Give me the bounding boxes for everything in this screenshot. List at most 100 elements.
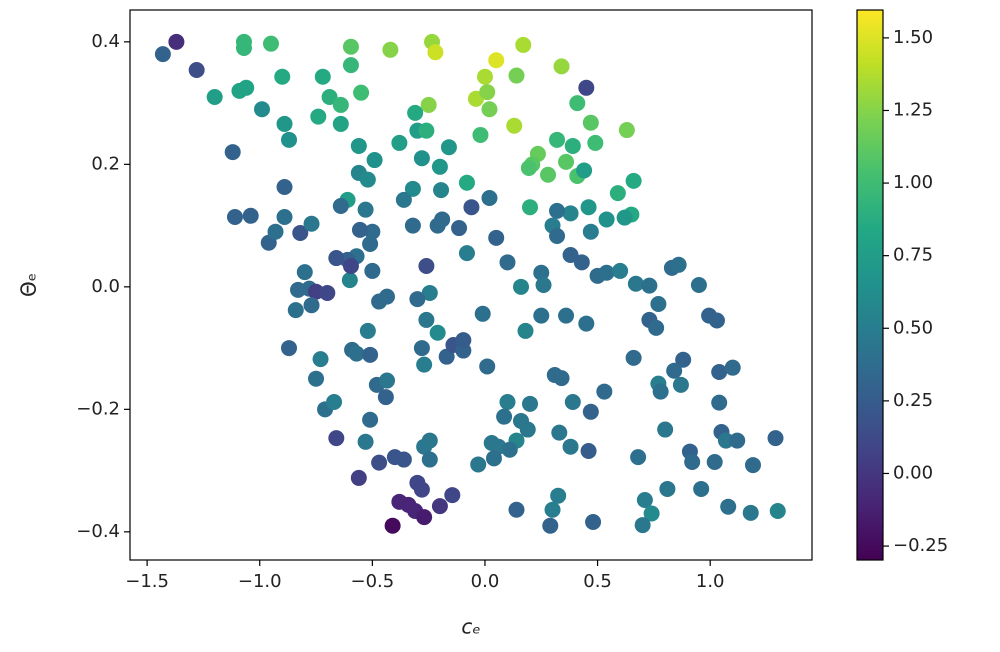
point: [332, 115, 349, 132]
point: [276, 209, 293, 226]
point: [636, 491, 653, 508]
point: [549, 202, 566, 219]
point: [444, 487, 461, 504]
point: [564, 137, 581, 154]
point: [440, 139, 457, 156]
point: [522, 199, 539, 216]
x-axis-label: cₑ: [461, 615, 480, 639]
point: [395, 451, 412, 468]
point: [488, 52, 505, 69]
point: [433, 182, 450, 199]
point: [582, 403, 599, 420]
point: [357, 201, 374, 218]
point: [693, 480, 710, 497]
y-tick-label: 0.2: [91, 153, 120, 174]
point: [562, 438, 579, 455]
point: [377, 389, 394, 406]
x-tick-label: 0.0: [471, 571, 500, 592]
point: [224, 144, 241, 161]
point: [578, 315, 595, 332]
point: [562, 205, 579, 222]
point: [421, 451, 438, 468]
point: [407, 104, 424, 121]
point: [342, 57, 359, 74]
point: [769, 503, 786, 520]
colorbar-tick-label: 1.25: [893, 99, 933, 120]
point: [226, 209, 243, 226]
point: [549, 131, 566, 148]
point: [416, 438, 433, 455]
point: [648, 319, 665, 336]
point: [569, 95, 586, 112]
point: [314, 68, 331, 85]
point: [391, 134, 408, 151]
point: [371, 454, 388, 471]
point: [580, 442, 597, 459]
colorbar: [856, 9, 884, 561]
point: [582, 223, 599, 240]
x-tick-label: 0.5: [583, 571, 612, 592]
point: [767, 430, 784, 447]
point: [585, 514, 602, 531]
point: [292, 224, 309, 241]
point: [429, 217, 446, 234]
point: [515, 36, 532, 53]
x-tick-label: −0.5: [350, 571, 394, 592]
point: [625, 349, 642, 366]
point: [427, 44, 444, 61]
point: [276, 179, 293, 196]
point: [724, 359, 741, 376]
point: [517, 322, 534, 339]
point: [409, 474, 426, 491]
point: [342, 258, 359, 275]
colorbar-tick-label: 0.00: [893, 462, 933, 483]
point: [675, 351, 692, 368]
point: [421, 284, 438, 301]
point: [627, 275, 644, 292]
point: [520, 160, 537, 177]
point: [657, 421, 674, 438]
point: [488, 229, 505, 246]
point: [332, 96, 349, 113]
point: [542, 517, 559, 534]
point: [413, 340, 430, 357]
point: [508, 501, 525, 518]
point: [598, 264, 615, 281]
point: [308, 370, 325, 387]
point: [476, 68, 493, 85]
point: [684, 454, 701, 471]
point: [341, 272, 358, 289]
point: [742, 504, 759, 521]
point: [580, 199, 597, 216]
point: [659, 480, 676, 497]
point: [458, 174, 475, 191]
y-tick-label: 0.0: [91, 276, 120, 297]
point: [418, 258, 435, 275]
point: [326, 393, 343, 410]
point: [328, 250, 345, 267]
point: [364, 262, 381, 279]
point: [533, 264, 550, 281]
point: [350, 137, 367, 154]
point: [404, 217, 421, 234]
colorbar-tick-label: 0.75: [893, 245, 933, 266]
point: [353, 84, 370, 101]
point: [672, 376, 689, 393]
point: [438, 348, 455, 365]
point: [744, 457, 761, 474]
point: [598, 211, 615, 228]
point: [596, 383, 613, 400]
point: [499, 254, 516, 271]
point: [522, 395, 539, 412]
point: [364, 223, 381, 240]
point: [496, 408, 513, 425]
point: [625, 172, 642, 189]
point: [549, 228, 566, 245]
point: [499, 393, 516, 410]
point: [276, 115, 293, 132]
point: [573, 254, 590, 271]
point: [519, 421, 536, 438]
point: [641, 277, 658, 294]
point: [463, 199, 480, 216]
